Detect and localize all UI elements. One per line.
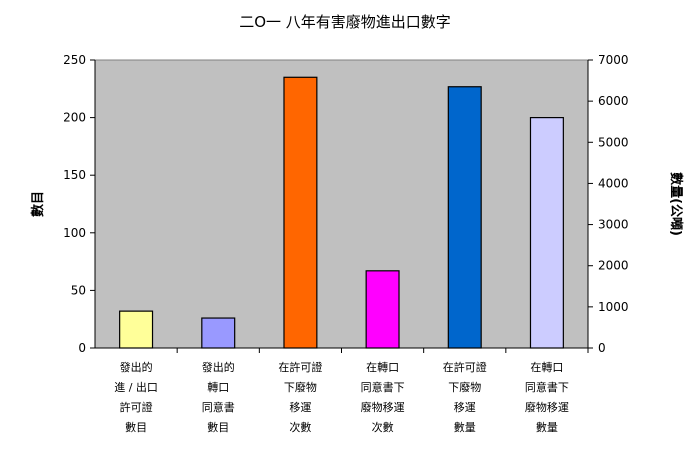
left-tick-label: 250 xyxy=(63,53,86,67)
category-label-line: 同意書下 xyxy=(361,380,405,394)
left-tick-label: 200 xyxy=(63,111,86,125)
bar-6 xyxy=(529,116,564,349)
category-label-line: 發出的 xyxy=(120,360,153,374)
category-label-line: 許可證 xyxy=(120,400,153,414)
category-label-line: 發出的 xyxy=(202,360,235,374)
category-label-line: 在轉口 xyxy=(366,361,399,374)
bar-5 xyxy=(447,86,482,349)
right-tick-label: 3000 xyxy=(598,218,629,232)
bar-3 xyxy=(283,76,318,349)
right-tick-label: 4000 xyxy=(598,176,629,190)
right-axis: 0 1000 2000 3000 4000 5000 6000 7000 xyxy=(587,53,629,355)
category-label-line: 次數 xyxy=(289,420,311,434)
left-tick-label: 50 xyxy=(71,283,86,297)
bar-1 xyxy=(119,310,154,349)
right-tick-label: 5000 xyxy=(598,135,629,149)
left-axis-label: 數目 xyxy=(30,191,46,217)
category-label-line: 下廢物 xyxy=(448,380,481,394)
left-tick-label: 0 xyxy=(78,341,86,355)
right-axis-label: 數量(公噸) xyxy=(668,172,684,236)
bars xyxy=(119,76,589,353)
category-label-line: 數目 xyxy=(207,421,229,434)
category-label-line: 在許可證 xyxy=(443,360,487,374)
category-label-line: 在許可證 xyxy=(278,360,322,374)
category-label-line: 移運 xyxy=(454,401,476,414)
category-label-line: 數目 xyxy=(125,421,147,434)
right-tick-label: 0 xyxy=(598,341,606,355)
category-label-line: 數量 xyxy=(536,421,558,434)
left-tick-label: 100 xyxy=(63,226,86,240)
category-label-line: 廢物移運 xyxy=(361,400,405,414)
plot-area xyxy=(94,59,589,349)
category-label-line: 同意書 xyxy=(202,400,235,414)
right-tick-label: 2000 xyxy=(598,259,629,273)
category-label-line: 進 / 出口 xyxy=(114,380,158,394)
category-label-line: 下廢物 xyxy=(284,380,317,394)
category-label-line: 移運 xyxy=(289,401,311,414)
right-tick-label: 7000 xyxy=(598,53,629,67)
category-label-line: 同意書下 xyxy=(525,380,569,394)
right-tick-label: 6000 xyxy=(598,94,629,108)
chart-title: 二O一 八年有害廢物進出口數字 xyxy=(239,13,451,31)
category-label-line: 次數 xyxy=(372,420,394,434)
category-label-line: 在轉口 xyxy=(530,361,563,374)
category-label-line: 廢物移運 xyxy=(525,400,569,414)
category-label-line: 數量 xyxy=(454,421,476,434)
left-tick-label: 150 xyxy=(63,168,86,182)
right-tick-label: 1000 xyxy=(598,300,629,314)
bar-2 xyxy=(201,317,236,349)
bar-4 xyxy=(365,270,400,349)
category-label-line: 轉口 xyxy=(207,381,229,394)
